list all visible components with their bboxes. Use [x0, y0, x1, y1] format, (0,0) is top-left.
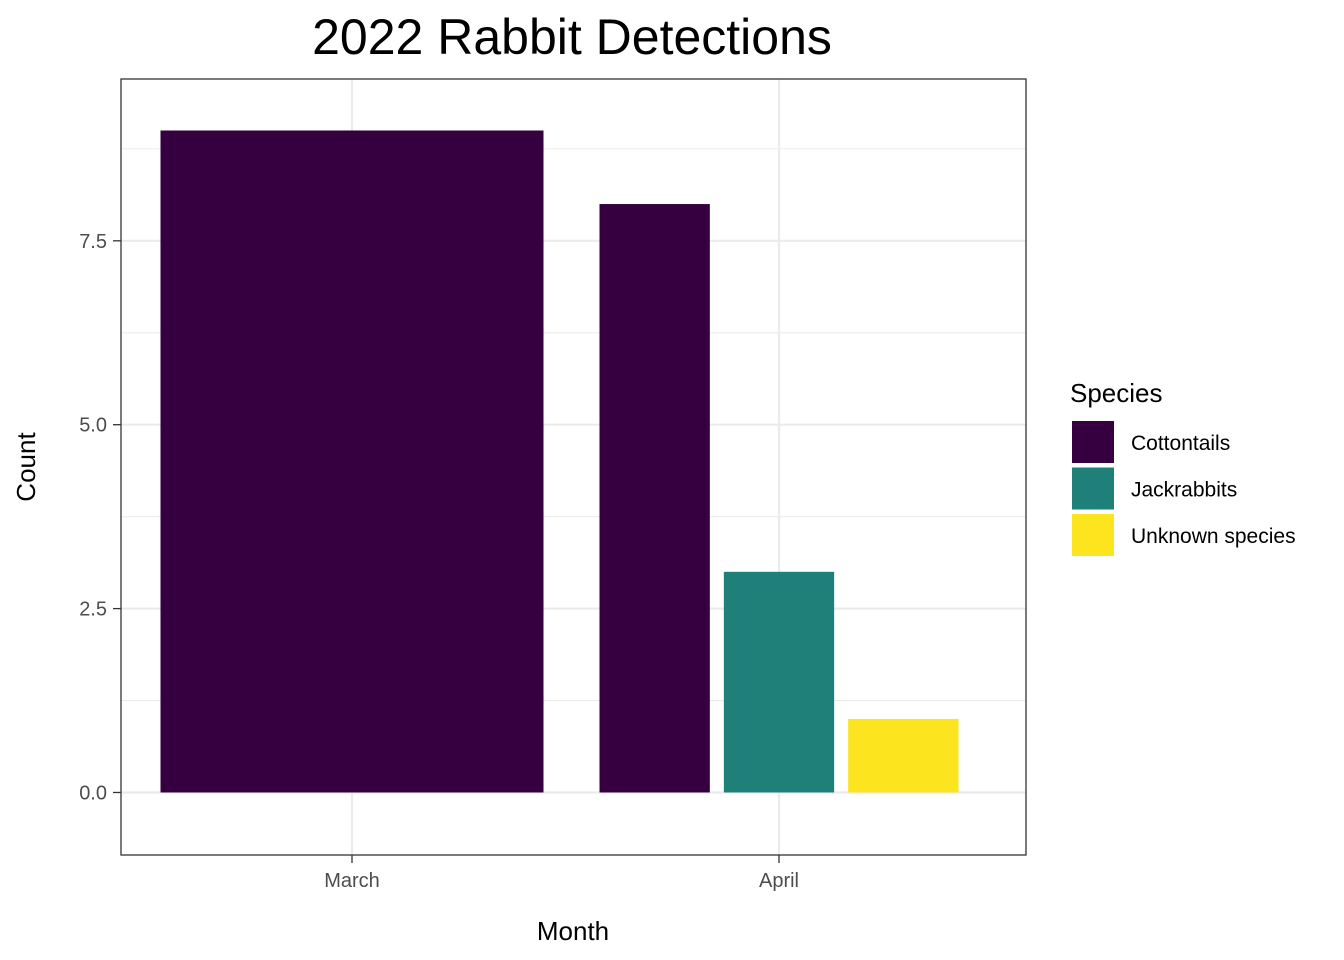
legend-title: Species: [1070, 378, 1163, 408]
bars: [160, 130, 959, 793]
legend-swatch-jackrabbits: [1072, 467, 1114, 510]
legend-swatch-unknown-species: [1072, 514, 1114, 556]
bar-april-cottontails: [599, 204, 710, 793]
chart-title: 2022 Rabbit Detections: [312, 9, 832, 65]
plot-border: [120, 78, 1027, 856]
x-tick-label: March: [324, 870, 380, 892]
x-axis-title: Month: [537, 916, 609, 946]
bar-april-unknown-species: [848, 718, 959, 793]
legend-swatch-cottontails: [1072, 421, 1114, 463]
legend-label: Jackrabbits: [1131, 479, 1237, 502]
legend: Species Cottontails Jackrabbits Unknown sp…: [1070, 378, 1296, 556]
y-axis-title: Count: [11, 432, 41, 502]
x-axis: March April: [324, 855, 799, 892]
y-tick-label: 2.5: [79, 599, 107, 621]
legend-label: Cottontails: [1131, 432, 1230, 455]
bar-march-cottontails: [160, 130, 544, 793]
y-axis: 0.0 2.5 5.0 7.5: [79, 231, 121, 804]
bar-april-jackrabbits: [723, 571, 835, 793]
y-tick-label: 0.0: [79, 782, 107, 804]
x-tick-label: April: [759, 870, 799, 892]
legend-label: Unknown species: [1131, 525, 1296, 548]
y-tick-label: 7.5: [79, 231, 107, 253]
y-tick-label: 5.0: [79, 415, 107, 437]
